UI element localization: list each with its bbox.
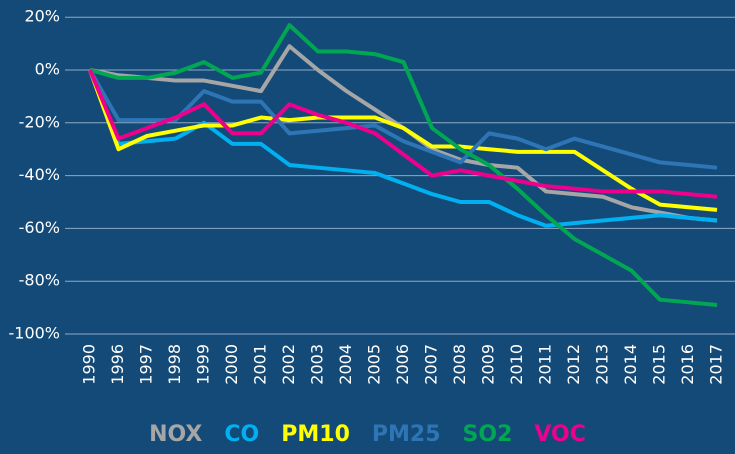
x-tick-label: 2000 bbox=[222, 344, 241, 385]
x-tick-label: 2015 bbox=[650, 344, 669, 385]
series-line bbox=[88, 69, 718, 170]
legend-entry: PM25 bbox=[371, 422, 441, 447]
x-tick-label: 1996 bbox=[108, 344, 127, 385]
legend-entry: PM10 bbox=[281, 422, 350, 447]
series-line bbox=[88, 69, 718, 199]
chart: 20% 0% -20% -40% -60% -80% -100% 1990 1996 1997 19… bbox=[8, 7, 735, 385]
x-tick-label: 2006 bbox=[393, 344, 412, 385]
x-tick-label: 2001 bbox=[251, 344, 270, 385]
x-tick-label: 2004 bbox=[336, 344, 355, 385]
legend-entry: VOC bbox=[534, 422, 586, 447]
y-tick-label: -80% bbox=[19, 271, 60, 290]
x-tick-label: 1998 bbox=[165, 344, 184, 385]
x-tick-label: 2016 bbox=[678, 344, 697, 385]
x-tick-label: 1999 bbox=[194, 344, 213, 385]
y-tick-label: -40% bbox=[19, 165, 60, 184]
x-tick-label: 2010 bbox=[507, 344, 526, 385]
x-tick-label: 2014 bbox=[621, 344, 640, 385]
y-tick-label: -100% bbox=[8, 324, 60, 343]
x-tick-label: 2011 bbox=[536, 344, 555, 385]
series-line bbox=[89, 23, 718, 307]
x-tick-label: 2008 bbox=[450, 344, 469, 385]
y-tick-label: -60% bbox=[19, 218, 60, 237]
y-tick-label: -20% bbox=[19, 112, 60, 131]
x-tick-label: 2009 bbox=[479, 344, 498, 385]
x-tick-label: 1990 bbox=[80, 344, 99, 385]
legend-entry: NOX bbox=[149, 422, 203, 447]
y-tick-label: 0% bbox=[35, 60, 60, 79]
x-tick-label: 2005 bbox=[365, 344, 384, 385]
legend: NOX CO PM10 PM25 SO2 VOC bbox=[0, 422, 735, 447]
x-tick-label: 2017 bbox=[707, 344, 726, 385]
x-tick-label: 2007 bbox=[422, 344, 441, 385]
x-tick-label: 2002 bbox=[279, 344, 298, 385]
legend-entry: CO bbox=[224, 422, 260, 447]
x-tick-label: 1997 bbox=[137, 344, 156, 385]
x-tick-label: 2003 bbox=[308, 344, 327, 385]
legend-entry: SO2 bbox=[462, 422, 513, 447]
x-tick-label: 2013 bbox=[593, 344, 612, 385]
y-tick-label: 20% bbox=[24, 7, 60, 26]
x-tick-label: 2012 bbox=[564, 344, 583, 385]
series-line bbox=[88, 69, 718, 212]
